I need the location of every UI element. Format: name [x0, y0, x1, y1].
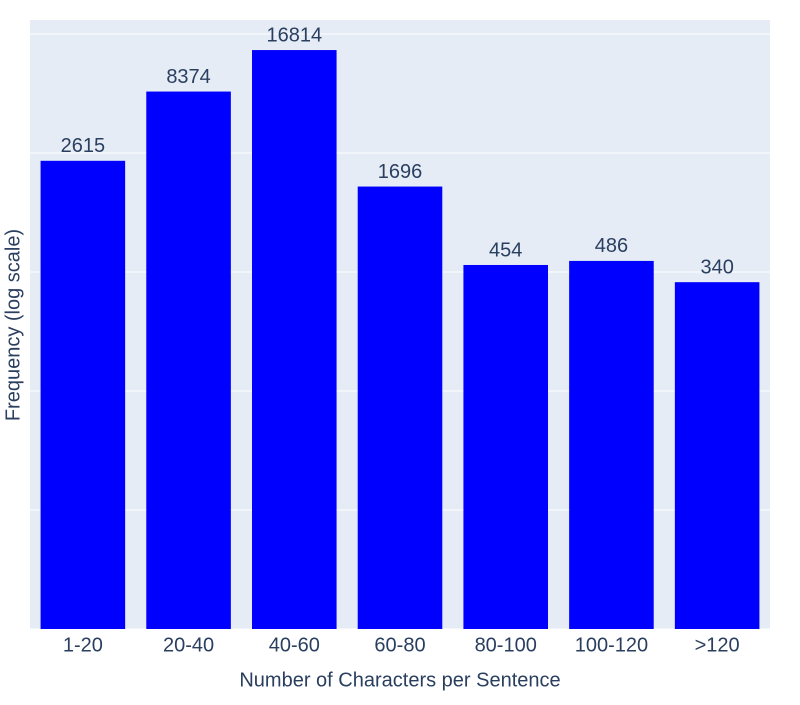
x-tick-label: 1-20	[63, 634, 103, 656]
bar	[146, 91, 231, 630]
y-axis-title: Frequency (log scale)	[2, 229, 24, 421]
value-label: 340	[700, 256, 733, 278]
value-label: 454	[489, 239, 522, 261]
value-label: 1696	[378, 161, 423, 183]
bar	[357, 186, 443, 629]
x-tick-label: 40-60	[269, 634, 320, 656]
bar	[252, 50, 337, 630]
x-axis-title: Number of Characters per Sentence	[239, 669, 560, 691]
x-tick-label: 60-80	[374, 634, 425, 656]
x-tick-label: 80-100	[475, 634, 537, 656]
bar	[40, 160, 126, 630]
bar	[569, 260, 654, 629]
x-tick-label: >120	[695, 634, 740, 656]
value-label: 16814	[266, 24, 322, 46]
value-label: 486	[595, 235, 628, 257]
bar	[674, 282, 760, 629]
value-label: 2615	[61, 135, 106, 157]
x-tick-label: 20-40	[163, 634, 214, 656]
x-tick-label: 100-120	[575, 634, 648, 656]
bar	[463, 264, 548, 629]
value-label: 8374	[166, 66, 211, 88]
